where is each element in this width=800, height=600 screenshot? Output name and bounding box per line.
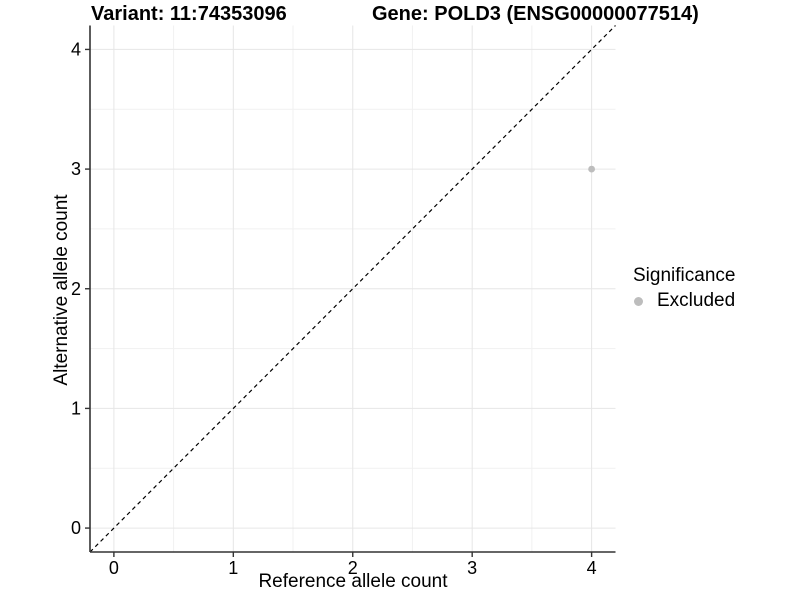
y-tick-label: 2	[71, 279, 81, 299]
x-tick-label: 0	[109, 558, 119, 578]
gene-title: Gene: POLD3 (ENSG00000077514)	[372, 3, 699, 25]
y-axis-title: Alternative allele count	[51, 194, 72, 386]
excluded-dot-icon	[634, 296, 643, 306]
legend: Significance Excluded	[633, 264, 793, 312]
legend-title: Significance	[633, 265, 736, 286]
variant-title: Variant: 11:74353096	[91, 3, 287, 25]
y-tick-label: 4	[71, 39, 81, 59]
y-tick-label: 3	[71, 159, 81, 179]
x-tick-label: 4	[587, 558, 597, 578]
identity-dashed-line	[89, 25, 616, 553]
y-tick-label: 1	[71, 398, 81, 418]
x-tick-label: 2	[348, 558, 358, 578]
x-tick-label: 3	[467, 558, 477, 578]
legend-item-label: Excluded	[657, 290, 736, 311]
y-tick-label: 0	[71, 518, 81, 538]
x-tick-label: 1	[228, 558, 238, 578]
data-point	[588, 165, 596, 173]
x-axis-title: Reference allele count	[258, 571, 448, 592]
legend-item-excluded: Excluded	[633, 290, 793, 312]
